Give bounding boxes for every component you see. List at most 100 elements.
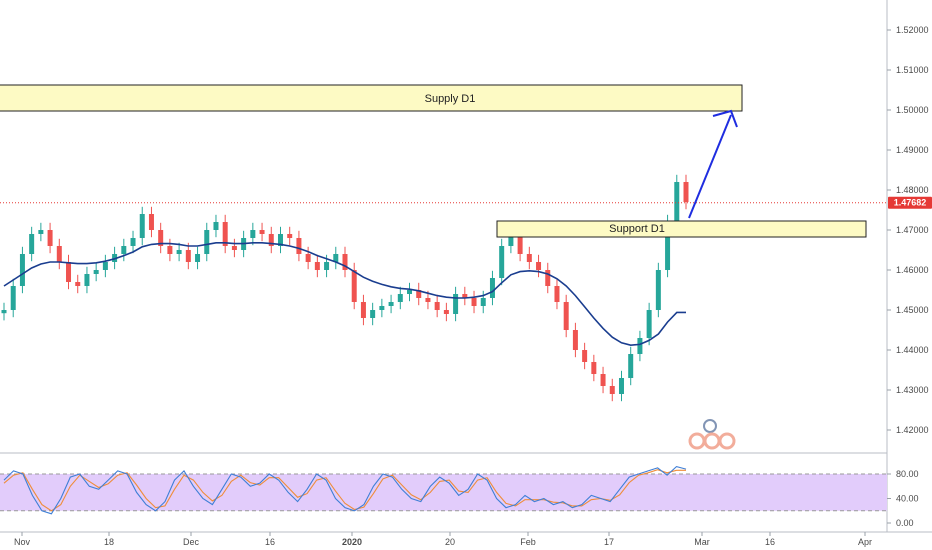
candle-up — [10, 286, 16, 310]
candle-up — [195, 254, 201, 262]
candle-down — [360, 302, 366, 318]
candle-down — [536, 262, 542, 270]
candle-up — [213, 222, 219, 230]
candle-down — [545, 270, 551, 286]
candle-down — [563, 302, 569, 330]
candle-up — [176, 250, 182, 254]
candle-down — [66, 262, 72, 282]
candle-down — [305, 254, 311, 262]
candle-down — [231, 246, 237, 250]
time-tick-label: Mar — [694, 537, 710, 547]
candle-up — [388, 302, 394, 306]
oscillator-tick-label: 40.00 — [896, 494, 919, 504]
candle-down — [351, 270, 357, 302]
candle-up — [628, 354, 634, 378]
candle-down — [222, 222, 228, 246]
candle-up — [93, 270, 99, 274]
candle-down — [600, 374, 606, 386]
price-tick-label: 1.51000 — [896, 65, 929, 75]
price-tick-label: 1.46000 — [896, 265, 929, 275]
candle-up — [1, 310, 7, 314]
oscillator-tick-label: 0.00 — [896, 518, 914, 528]
candle-up — [333, 254, 339, 262]
candle-up — [480, 298, 486, 306]
candle-up — [250, 230, 256, 238]
time-tick-label: Nov — [14, 537, 31, 547]
price-tick-label: 1.42000 — [896, 425, 929, 435]
projection-arrow[interactable] — [688, 109, 738, 219]
watermark-logo — [688, 419, 736, 450]
oscillator-axis[interactable]: 80.00 40.00 0.00 — [887, 469, 919, 528]
candlesticks — [1, 174, 689, 402]
candle-down — [425, 298, 431, 302]
candle-up — [121, 246, 127, 254]
candle-down — [471, 298, 477, 306]
time-tick-label: 16 — [765, 537, 775, 547]
current-price-label: 1.47682 — [894, 198, 927, 208]
candle-up — [453, 294, 459, 314]
candle-up — [29, 234, 35, 254]
candle-down — [554, 286, 560, 302]
current-price-tag: 1.47682 — [888, 196, 932, 209]
candle-down — [517, 230, 523, 254]
candle-down — [158, 230, 164, 246]
candle-down — [268, 234, 274, 246]
candle-up — [489, 278, 495, 298]
time-tick-label: 20 — [445, 537, 455, 547]
support-zone[interactable]: Support D1 — [496, 220, 867, 238]
price-tick-label: 1.50000 — [896, 105, 929, 115]
price-tick-label: 1.49000 — [896, 145, 929, 155]
candle-up — [397, 294, 403, 302]
price-tick-label: 1.52000 — [896, 25, 929, 35]
candle-down — [683, 182, 689, 202]
supply-zone[interactable]: Supply D1 — [0, 84, 743, 112]
candle-down — [296, 238, 302, 254]
candle-down — [259, 230, 265, 234]
support-zone-label: Support D1 — [609, 223, 665, 235]
candle-up — [130, 238, 136, 246]
candle-up — [84, 274, 90, 286]
candle-down — [56, 246, 62, 262]
candle-up — [655, 270, 661, 310]
time-tick-label: Dec — [183, 537, 200, 547]
price-axis[interactable]: 1.52000 1.51000 1.50000 1.49000 1.48000 1.470… — [887, 25, 929, 435]
price-tick-label: 1.45000 — [896, 305, 929, 315]
candle-up — [38, 230, 44, 234]
time-tick-label: Feb — [520, 537, 536, 547]
candle-down — [434, 302, 440, 310]
candle-down — [609, 386, 615, 394]
candle-down — [167, 246, 173, 254]
stochastic-k-line — [3, 465, 687, 515]
candle-up — [407, 290, 413, 294]
candle-down — [185, 250, 191, 262]
candle-up — [674, 182, 680, 222]
time-tick-label: 18 — [104, 537, 114, 547]
candle-down — [75, 282, 81, 286]
price-tick-label: 1.48000 — [896, 185, 929, 195]
candle-up — [379, 306, 385, 310]
candle-down — [582, 350, 588, 362]
candle-up — [665, 222, 671, 270]
candle-down — [314, 262, 320, 270]
time-axis[interactable]: Nov 18 Dec 16 2020 20 Feb 17 Mar 16 Apr — [14, 532, 872, 547]
price-tick-label: 1.44000 — [896, 345, 929, 355]
candle-down — [526, 254, 532, 262]
candle-down — [462, 294, 468, 298]
candle-up — [499, 246, 505, 278]
stochastic-d-line — [3, 469, 686, 512]
candle-up — [646, 310, 652, 338]
candle-down — [148, 214, 154, 230]
candle-up — [139, 214, 145, 238]
time-tick-label: 17 — [604, 537, 614, 547]
candle-up — [102, 262, 108, 270]
candle-down — [416, 290, 422, 298]
time-tick-label: Apr — [858, 537, 872, 547]
price-tick-label: 1.47000 — [896, 225, 929, 235]
oscillator-tick-label: 80.00 — [896, 469, 919, 479]
candle-up — [508, 230, 514, 246]
candle-down — [47, 230, 53, 246]
candle-up — [204, 230, 210, 254]
candle-down — [287, 234, 293, 238]
